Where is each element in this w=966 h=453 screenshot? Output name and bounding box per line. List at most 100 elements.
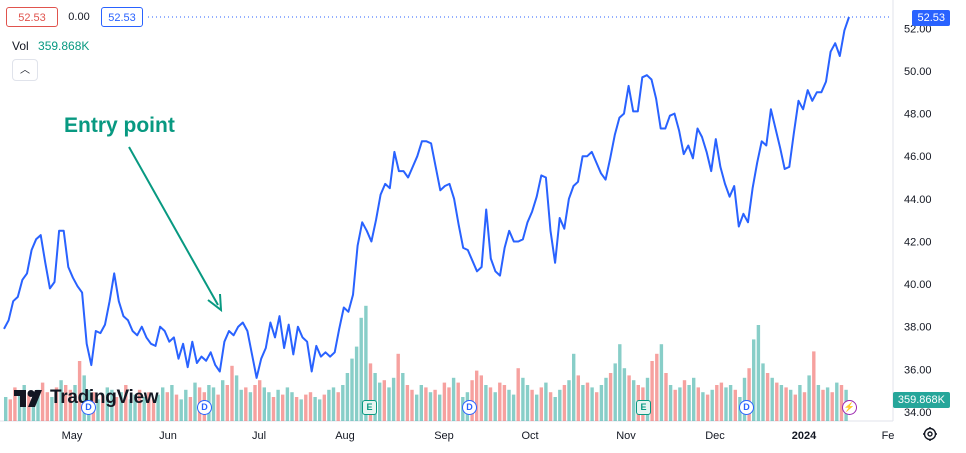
volume-bar	[705, 394, 710, 421]
volume-bar	[807, 375, 811, 421]
volume-bar	[802, 392, 807, 421]
volume-bar	[765, 373, 770, 421]
volume-bar	[188, 397, 193, 421]
volume-bar	[581, 385, 585, 421]
volume-bar	[382, 380, 386, 421]
y-tick-label: 48.00	[904, 109, 932, 121]
earnings-marker[interactable]: E	[362, 400, 377, 415]
volume-bar	[68, 389, 72, 421]
split-marker[interactable]: ⚡	[842, 400, 857, 415]
volume-bar	[756, 325, 761, 421]
volume-bar	[211, 387, 216, 421]
tradingview-logo[interactable]: TradingView	[14, 387, 159, 409]
dividend-marker[interactable]: D	[462, 400, 477, 415]
volume-bar	[4, 397, 8, 421]
volume-bar	[142, 397, 146, 421]
x-tick-label: Nov	[616, 430, 636, 442]
y-tick-label: 34.00	[904, 407, 932, 419]
volume-bar	[752, 339, 756, 421]
volume-bar	[387, 387, 391, 421]
gear-icon[interactable]	[922, 426, 938, 442]
volume-bar	[378, 382, 382, 421]
volume-bar	[174, 394, 179, 421]
annotation-text: Entry point	[64, 114, 175, 137]
volume-bar	[618, 344, 622, 421]
volume-bar	[585, 382, 590, 421]
chevron-up-icon: ︿	[20, 65, 30, 76]
volume-bar	[567, 380, 571, 421]
bid-price-pill[interactable]: 52.53	[6, 7, 58, 27]
y-tick-label: 42.00	[904, 237, 932, 249]
brand-name: TradingView	[50, 387, 159, 408]
time-axis[interactable]: May Jun Jul Aug Sep Oct Nov Dec 2024 Fe	[62, 430, 895, 442]
ask-price-pill[interactable]: 52.53	[101, 7, 143, 27]
volume-bar	[147, 392, 151, 421]
volume-bar	[225, 385, 229, 421]
volume-bar	[170, 385, 174, 421]
volume-bar	[535, 394, 539, 421]
volume-bar	[258, 380, 262, 421]
volume-bar	[59, 380, 63, 421]
volume-bar	[290, 392, 294, 421]
volume-bar	[572, 353, 576, 421]
collapse-button[interactable]: ︿	[12, 59, 38, 81]
dividend-marker[interactable]: D	[81, 400, 96, 415]
volume-bar	[484, 385, 488, 421]
volume-bar	[133, 394, 137, 421]
volume-bar	[64, 385, 68, 421]
volume-bar	[322, 394, 326, 421]
volume-bar	[668, 385, 673, 421]
volume-bar	[336, 392, 340, 421]
dividend-marker[interactable]: D	[197, 400, 212, 415]
volume-bar	[401, 373, 405, 421]
volume-bar	[8, 399, 12, 421]
volume-bar	[715, 385, 719, 421]
volume-bar	[31, 399, 36, 421]
volume-legend: Vol 359.868K	[12, 39, 89, 53]
x-tick-label: Oct	[521, 430, 538, 442]
volume-bar	[825, 387, 830, 421]
volume-bar	[544, 382, 548, 421]
volume-bar	[710, 389, 714, 421]
volume-bar	[770, 377, 774, 421]
volume-bar	[655, 353, 659, 421]
volume-bar	[156, 394, 160, 421]
volume-bar	[244, 387, 248, 421]
volume-bar	[742, 377, 747, 421]
volume-bar	[216, 394, 220, 421]
volume-bars	[4, 305, 848, 421]
volume-bar	[599, 385, 604, 421]
volume-bar	[627, 375, 631, 421]
dividend-marker[interactable]: D	[739, 400, 754, 415]
volume-bar	[678, 387, 682, 421]
volume-bar	[724, 387, 728, 421]
volume-bar	[733, 389, 737, 421]
volume-bar	[539, 387, 543, 421]
volume-bar	[784, 387, 788, 421]
volume-bar	[830, 392, 834, 421]
volume-bar	[184, 389, 188, 421]
volume-value: 359.868K	[38, 39, 90, 53]
price-axis[interactable]: 52.00 50.00 48.00 46.00 44.00 42.00 40.00 38.00…	[904, 23, 932, 419]
volume-bar	[124, 385, 128, 421]
volume-bar	[456, 382, 460, 421]
volume-bar	[701, 392, 705, 421]
volume-bar	[798, 385, 802, 421]
volume-bar	[521, 377, 525, 421]
volume-bar	[821, 389, 825, 421]
volume-bar	[595, 392, 599, 421]
volume-bar	[793, 394, 797, 421]
volume-bar	[313, 397, 317, 421]
volume-bar	[234, 375, 239, 421]
x-tick-label: Sep	[434, 430, 454, 442]
earnings-marker[interactable]: E	[636, 400, 651, 415]
volume-bar	[761, 363, 765, 421]
volume-bar	[308, 392, 313, 421]
volume-bar	[673, 389, 677, 421]
volume-bar	[331, 387, 336, 421]
volume-bar	[516, 368, 520, 421]
volume-bar	[110, 389, 114, 421]
volume-bar	[479, 375, 483, 421]
volume-bar	[682, 380, 687, 421]
